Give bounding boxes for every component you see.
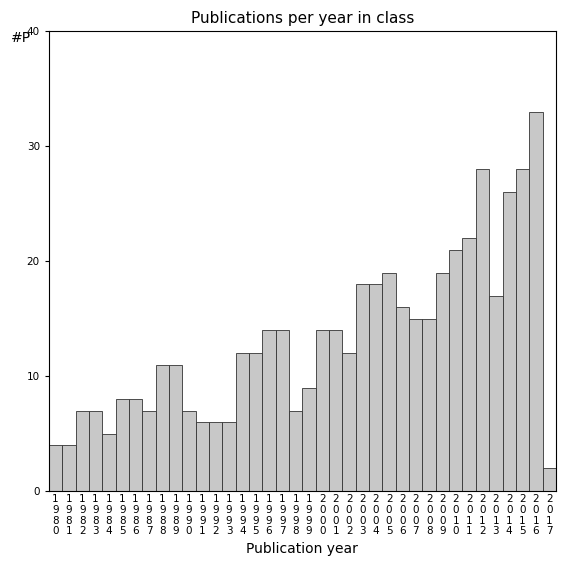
Bar <box>196 422 209 491</box>
Bar <box>276 330 289 491</box>
Bar <box>382 273 396 491</box>
Bar <box>422 319 436 491</box>
Bar <box>316 330 329 491</box>
Bar <box>476 170 489 491</box>
Bar <box>249 353 263 491</box>
Bar <box>155 365 169 491</box>
Bar <box>342 353 356 491</box>
Bar <box>129 399 142 491</box>
Bar <box>409 319 422 491</box>
Bar <box>396 307 409 491</box>
Bar <box>369 284 382 491</box>
Bar <box>75 411 89 491</box>
Bar <box>302 388 316 491</box>
Bar <box>436 273 449 491</box>
Bar <box>116 399 129 491</box>
Bar <box>263 330 276 491</box>
Bar <box>169 365 183 491</box>
Bar <box>543 468 556 491</box>
Bar <box>356 284 369 491</box>
Bar <box>329 330 342 491</box>
Bar <box>49 445 62 491</box>
Bar <box>516 170 529 491</box>
Bar <box>142 411 155 491</box>
Bar <box>209 422 222 491</box>
Bar <box>289 411 302 491</box>
Bar <box>449 250 463 491</box>
Bar <box>89 411 102 491</box>
Bar <box>222 422 236 491</box>
Bar <box>489 296 502 491</box>
Bar <box>183 411 196 491</box>
Bar <box>463 238 476 491</box>
Y-axis label: #P: #P <box>11 31 31 45</box>
Bar <box>529 112 543 491</box>
Bar <box>102 434 116 491</box>
Title: Publications per year in class: Publications per year in class <box>191 11 414 26</box>
Bar <box>236 353 249 491</box>
Bar <box>502 192 516 491</box>
X-axis label: Publication year: Publication year <box>247 542 358 556</box>
Bar <box>62 445 75 491</box>
